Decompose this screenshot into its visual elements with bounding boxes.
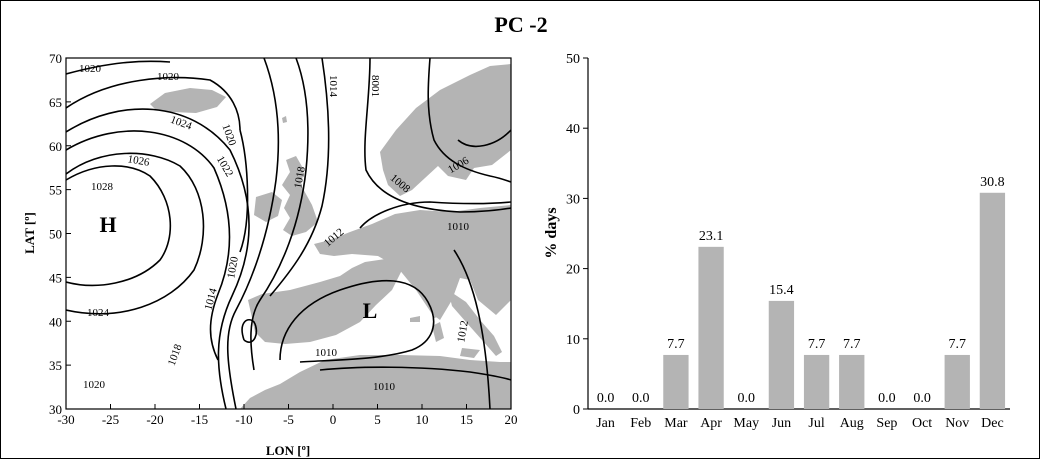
contour-label: 1028: [91, 181, 114, 193]
contour-label: 1020: [79, 63, 102, 75]
map-x-tick-label: -30: [57, 412, 74, 427]
map-y-tick-label: 30: [49, 402, 62, 417]
contour-label: 1020: [83, 379, 106, 391]
map-x-tick-label: 20: [505, 412, 518, 427]
land-sardinia: [432, 322, 444, 342]
contour-label: 1014: [327, 75, 339, 98]
land-africa: [240, 355, 511, 409]
isobars: [66, 58, 511, 409]
contour-label: 1010: [315, 347, 338, 359]
land-scandinavia: [380, 64, 511, 196]
contour-label: 1024: [87, 307, 110, 319]
map-y-tick-label: 55: [49, 183, 62, 198]
contour-label: 1026: [127, 153, 151, 169]
contour-label: 1010: [373, 381, 396, 393]
land-ireland: [254, 192, 282, 222]
land-iberia: [248, 258, 402, 344]
contour-label: 1024: [169, 114, 194, 133]
map-x-tick-label: 5: [374, 412, 381, 427]
land-sicily: [460, 348, 480, 358]
map-x-tick-label: 0: [330, 412, 337, 427]
map-y-tick-label: 65: [49, 95, 62, 110]
high-pressure-label: H: [99, 212, 116, 237]
map-y-tick-label: 45: [49, 270, 62, 285]
land-corsica: [434, 302, 441, 318]
map-x-tick-label: -25: [102, 412, 119, 427]
contour-label-group: 1020 1020 1020 1014 8001 1024 1026 1028 …: [79, 63, 471, 393]
land-masses: [150, 64, 511, 409]
map-x-tick-label: -5: [283, 412, 294, 427]
contour-label: 1018: [292, 165, 308, 189]
contour-label: 1020: [157, 71, 180, 83]
map-x-tick-label: 15: [460, 412, 473, 427]
contour-label: 1018: [166, 342, 185, 367]
map-x-tick-label: -10: [235, 412, 252, 427]
map-x-tick-label: -20: [146, 412, 163, 427]
low-pressure-label: L: [363, 298, 378, 323]
land-italy: [448, 290, 502, 356]
contour-label: 1010: [447, 221, 470, 233]
contour-label: 8001: [369, 75, 381, 97]
map-y-axis-label: LAT [º]: [22, 212, 37, 254]
figure-title: PC -2: [494, 12, 548, 37]
land-iceland: [150, 88, 226, 113]
map-y-tick-label: 40: [49, 314, 62, 329]
contour-label: 1020: [225, 255, 241, 279]
contour-label: 1014: [202, 287, 219, 312]
map-y-tick-label: 60: [49, 139, 62, 154]
contour-label: 1012: [455, 320, 471, 344]
contour-label: 1020: [219, 123, 238, 148]
map-axes: -30 -25 -20 -15 -10 -5 0 5 10 15 20 30 35 40 45 50 55 60 6…: [49, 51, 518, 427]
map-y-tick-label: 35: [49, 358, 62, 373]
land-balearic: [410, 316, 420, 322]
land-great-britain: [282, 156, 318, 236]
land-europe: [314, 205, 511, 320]
map-y-tick-label: 50: [49, 227, 62, 242]
map-x-axis-label: LON [º]: [266, 443, 310, 458]
map-x-tick-label: -15: [191, 412, 208, 427]
land-faroe: [282, 116, 287, 123]
map-x-tick-label: 10: [416, 412, 429, 427]
map-y-tick-label: 70: [49, 51, 62, 66]
